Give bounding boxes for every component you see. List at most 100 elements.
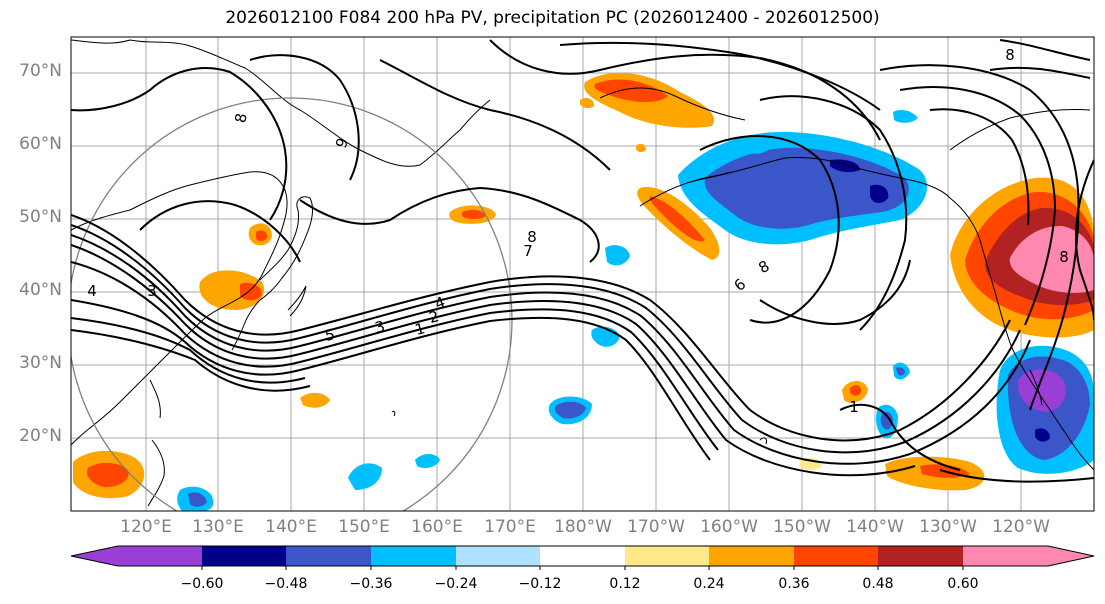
contour-label: 8: [1005, 46, 1015, 64]
lon-label-160e: 160°E: [411, 517, 463, 537]
pv-contour: [999, 39, 1091, 61]
lat-label-40n: 40°N: [19, 280, 62, 300]
pv-contour: [759, 95, 908, 331]
pv-contour: [699, 135, 840, 324]
pv-contour: [379, 59, 611, 171]
colorbar-max-extension: [1048, 546, 1094, 566]
pv-contour: [1074, 159, 1094, 321]
pv-contour: [71, 317, 306, 384]
lon-label-180w: 180°W: [554, 517, 612, 537]
pv-contour: [839, 403, 961, 471]
coastlines: [71, 39, 1094, 507]
colorbar-tick-label: −0.36: [349, 576, 393, 592]
pv-contour: [559, 41, 881, 111]
lon-label-140e: 140°E: [265, 517, 317, 537]
lon-label-120e: 120°E: [120, 517, 172, 537]
colorbar-segment: [878, 546, 963, 566]
pv-contour: [899, 86, 1057, 326]
colorbar-tick-label: 0.48: [862, 576, 894, 592]
lon-label-130e: 130°E: [192, 517, 244, 537]
colorbar-segment: [202, 546, 286, 566]
contour-label: 4: [87, 282, 97, 300]
colorbar-tick-label: 0.12: [609, 576, 641, 592]
pv-contour: [989, 66, 1091, 79]
pv-contour: [71, 299, 711, 461]
pv-contour: [299, 186, 600, 263]
precip-area: [880, 412, 893, 430]
lat-label-20n: 20°N: [19, 426, 62, 446]
map-title: 2026012100 F084 200 hPa PV, precipitatio…: [225, 8, 880, 28]
precip-area: [300, 392, 330, 408]
lon-label-160w: 160°W: [700, 517, 758, 537]
pv-contour: [71, 214, 1011, 442]
precip-area: [554, 401, 586, 419]
lon-label-140w: 140°W: [846, 517, 904, 537]
colorbar-segment: [625, 546, 709, 566]
pv-contour: [939, 469, 1094, 483]
colorbar-segment: [794, 546, 878, 566]
precip-area: [896, 367, 905, 376]
lon-label-170w: 170°W: [627, 517, 685, 537]
precip-area: [256, 230, 268, 241]
colorbar-segment: [456, 546, 540, 566]
precip-area: [348, 463, 382, 490]
precip-area: [649, 196, 705, 242]
range-circle: [71, 97, 513, 511]
colorbar-min-extension: [71, 546, 118, 566]
precip-area: [1035, 428, 1050, 442]
precip-area: [240, 282, 262, 301]
precip-negative-areas: [177, 110, 1094, 511]
colorbar-segment: [709, 546, 794, 566]
colorbar: [70, 545, 1095, 570]
contour-label: 3: [373, 317, 387, 337]
pv-contour: [71, 261, 719, 451]
contour-label: 8: [231, 112, 250, 125]
plot-frame: [70, 36, 1095, 512]
contour-label: 8: [1059, 248, 1069, 266]
colorbar-segment: [963, 546, 1048, 566]
colorbar-tick-label: −0.24: [434, 576, 478, 592]
precip-area: [580, 98, 594, 109]
contour-label: 1: [413, 319, 427, 339]
precip-area: [594, 79, 668, 102]
precip-area: [199, 270, 265, 310]
contour-label: 8: [527, 228, 537, 246]
lat-label-30n: 30°N: [19, 353, 62, 373]
precip-area: [188, 492, 207, 507]
precip-positive-areas: [73, 72, 1094, 499]
colorbar-tick-label: 0.24: [693, 576, 725, 592]
colorbar-tick-label: −0.48: [264, 576, 308, 592]
lon-label-120w: 120°W: [992, 517, 1050, 537]
lon-label-130w: 130°W: [919, 517, 977, 537]
lon-label-170e: 170°E: [484, 517, 536, 537]
precip-area: [893, 110, 918, 123]
precip-area: [636, 143, 646, 153]
lon-label-150e: 150°E: [338, 517, 390, 537]
precip-area: [605, 245, 630, 266]
precip-area: [462, 209, 486, 219]
lon-label-150w: 150°W: [773, 517, 831, 537]
pv-contour: [71, 234, 1031, 465]
pv-contours: [71, 39, 1094, 483]
lat-label-50n: 50°N: [19, 207, 62, 227]
colorbar-tick-label: −0.12: [518, 576, 562, 592]
contour-label: 1: [849, 398, 859, 416]
lat-label-60n: 60°N: [19, 134, 62, 154]
colorbar-tick-label: −0.60: [180, 576, 224, 592]
pv-contour: [249, 54, 360, 181]
colorbar-tick-label: 0.36: [778, 576, 810, 592]
lat-label-70n: 70°N: [19, 61, 62, 81]
precip-area: [850, 385, 862, 396]
colorbar-segment: [286, 546, 371, 566]
pv-contour: [879, 64, 1080, 411]
colorbar-segment: [540, 546, 625, 566]
pv-contour: [71, 329, 311, 392]
contour-label: 7: [523, 242, 533, 260]
pv-contour: [71, 67, 288, 221]
colorbar-segment: [118, 546, 202, 566]
pv-contour: [929, 108, 1030, 226]
contour-label: 5: [323, 325, 337, 345]
pv-contour: [71, 244, 916, 477]
pv-contour: [139, 200, 301, 263]
